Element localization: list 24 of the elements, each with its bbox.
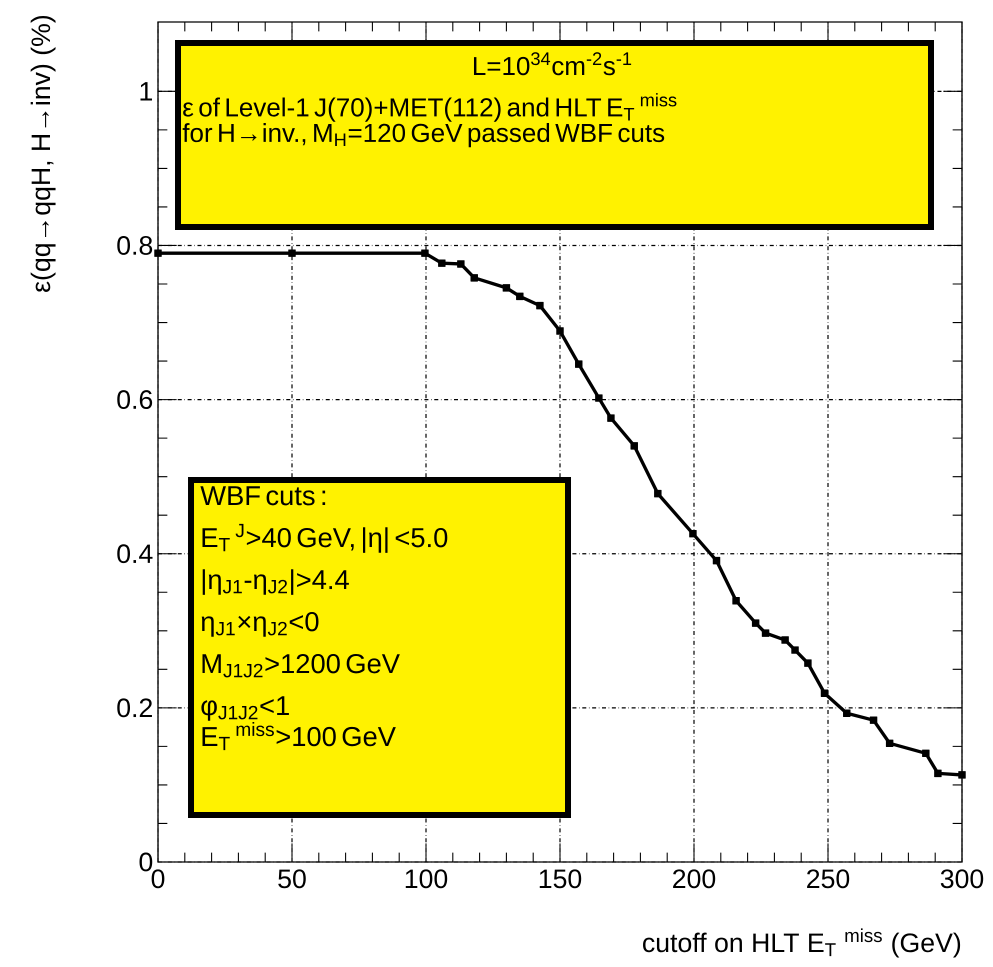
y-tick-label: 0.2 — [117, 698, 152, 718]
y-tick-label: 0 — [140, 852, 152, 872]
x-tick-label: 50 — [278, 869, 306, 888]
annotation: η$_{J1}$×η$_{J2}$<0 — [202, 612, 318, 637]
annotation: M$_{J1J2}$>1200 GeV — [202, 654, 400, 678]
x-tick-label: 250 — [807, 869, 850, 888]
annotation: L=10$^{34}$cm$^{-2}$s$^{-1}$ — [474, 52, 632, 76]
x-tick-label: 300 — [940, 869, 984, 888]
annotation: ε of Level-1 J(70)+MET(112) and HLT E$_{T}$ miss — [183, 93, 676, 122]
y-tick-label: 1 — [140, 82, 152, 101]
x-tick-label: 100 — [406, 869, 448, 888]
x-tick-label: 150 — [540, 869, 582, 888]
y-axis-title: ε(qq→qqH, H→inv) (%) — [30, 16, 56, 292]
annotation: E$_{T}$ $^{miss}$>100 GeV — [202, 722, 396, 750]
y-tick-label: 0.6 — [117, 390, 152, 410]
annotation: |η$_{J1}$-η$_{J2}$|>4.4 — [202, 569, 349, 595]
x-axis-title: cutoff on HLT E$_{T}$ $^{miss}$ (GeV) — [643, 928, 960, 958]
y-tick-label: 0.8 — [117, 236, 152, 255]
annotation: for H→inv., M$_{H}$=120 GeV passed WBF cuts — [182, 123, 664, 148]
annotation: WBF cuts : — [200, 486, 326, 506]
y-tick-label: 0.4 — [117, 544, 153, 564]
x-tick-label: 200 — [673, 869, 716, 888]
annotation: E$_{T}$ $^{J}$>40 GeV, |η| <5.0 — [202, 524, 448, 553]
annotation: φ$_{J1J2}$<1 — [201, 696, 289, 721]
